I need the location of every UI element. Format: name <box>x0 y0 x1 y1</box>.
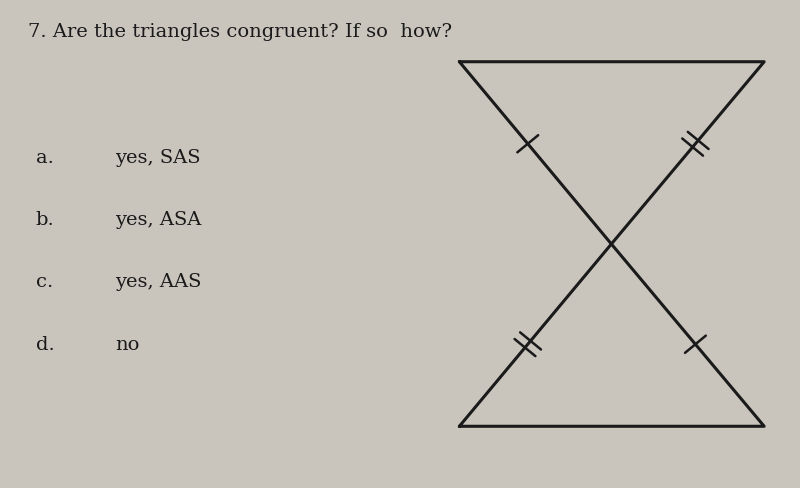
Text: yes, AAS: yes, AAS <box>115 273 202 291</box>
Text: a.: a. <box>36 149 54 167</box>
Text: no: no <box>115 336 139 354</box>
Text: 7. Are the triangles congruent? If so  how?: 7. Are the triangles congruent? If so ho… <box>28 23 452 41</box>
Text: yes, SAS: yes, SAS <box>115 149 201 167</box>
Text: d.: d. <box>36 336 54 354</box>
Text: c.: c. <box>36 273 53 291</box>
Text: yes, ASA: yes, ASA <box>115 211 202 229</box>
Text: b.: b. <box>36 211 54 229</box>
